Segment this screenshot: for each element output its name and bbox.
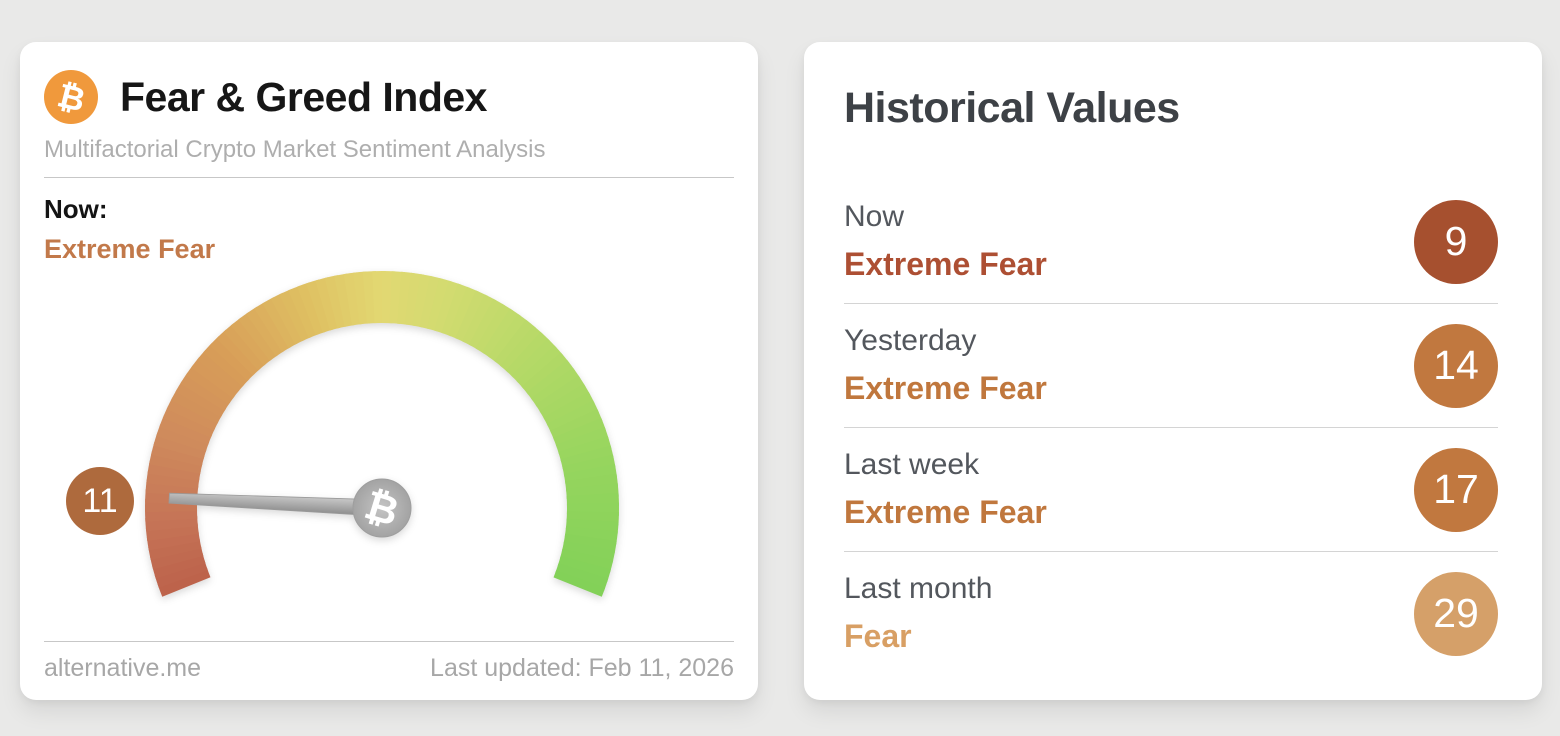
history-row-classification: Fear (844, 618, 912, 654)
history-row-texts: Last week Extreme Fear (844, 448, 1047, 531)
footer-divider (44, 641, 734, 642)
gauge-value-badge: 11 (66, 467, 134, 535)
bitcoin-glyph: ₿ (53, 74, 89, 120)
history-row-texts: Last month Fear (844, 572, 992, 655)
page-title: Fear & Greed Index (120, 73, 487, 120)
history-row-label: Now (844, 200, 905, 233)
history-row-classification: Extreme Fear (844, 370, 1047, 406)
history-value-badge: 14 (1414, 323, 1498, 408)
page-subtitle: Multifactorial Crypto Market Sentiment A… (44, 136, 546, 163)
history-row-label: Last week (844, 448, 980, 481)
now-label: Now: (44, 194, 108, 224)
last-updated-text: Last updated: Feb 11, 2026 (430, 654, 734, 682)
history-row-now: Now Extreme Fear 9 (844, 180, 1498, 304)
now-classification: Extreme Fear (44, 234, 216, 264)
gauge-chart: ₿ (144, 271, 619, 597)
history-row-last-month: Last month Fear 29 (844, 552, 1498, 675)
history-value-badge: 9 (1414, 199, 1498, 284)
history-value-badge: 29 (1414, 571, 1498, 656)
card-header: ₿ Fear & Greed Index (44, 70, 487, 124)
history-row-yesterday: Yesterday Extreme Fear 14 (844, 304, 1498, 428)
historical-values-card: Historical Values Now Extreme Fear 9 Yes… (804, 42, 1542, 700)
source-link[interactable]: alternative.me (44, 654, 202, 682)
history-row-label: Yesterday (844, 324, 977, 357)
fear-greed-card: ₿ ₿ Fear & Greed Index Multifactorial Cr… (20, 42, 758, 700)
history-row-classification: Extreme Fear (844, 246, 1047, 282)
history-row-classification: Extreme Fear (844, 494, 1047, 530)
history-row-texts: Now Extreme Fear (844, 200, 1047, 283)
history-row-last-week: Last week Extreme Fear 17 (844, 428, 1498, 552)
history-value-badge: 17 (1414, 447, 1498, 532)
card-footer: alternative.me Last updated: Feb 11, 202… (44, 654, 734, 683)
history-row-texts: Yesterday Extreme Fear (844, 324, 1047, 407)
history-row-label: Last month (844, 572, 993, 605)
header-divider (44, 177, 734, 178)
bitcoin-icon: ₿ (44, 70, 98, 124)
historical-values-title: Historical Values (844, 84, 1180, 132)
history-rows: Now Extreme Fear 9 Yesterday Extreme Fea… (844, 180, 1498, 675)
